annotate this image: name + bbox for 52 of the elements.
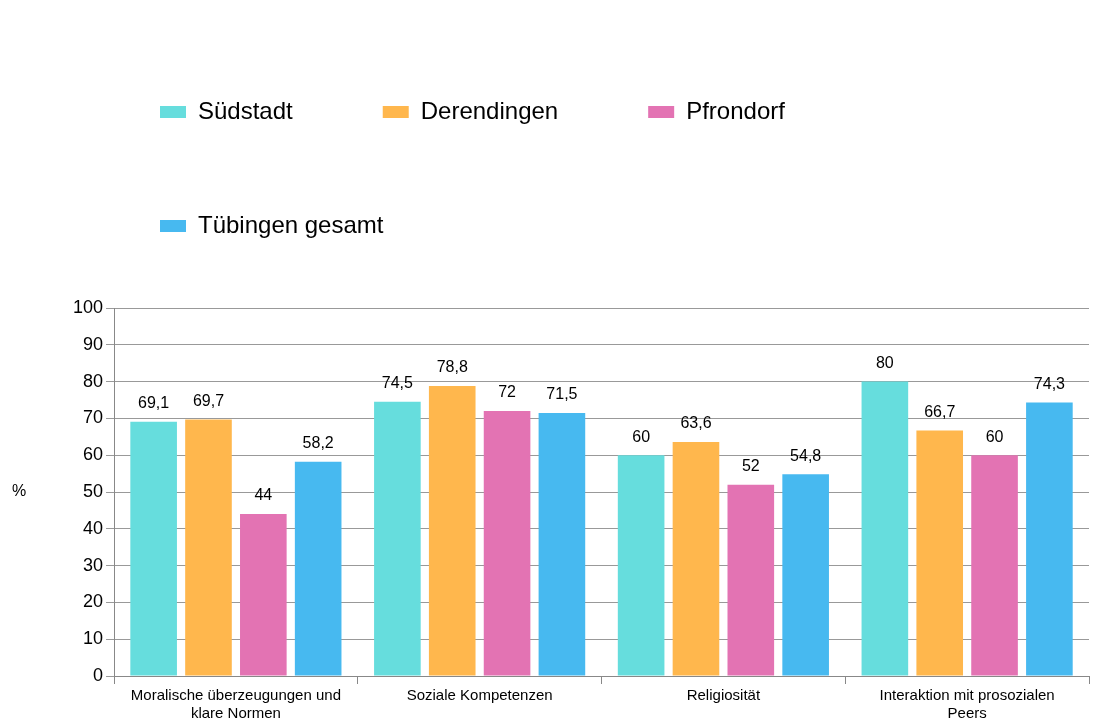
data-label: 44 [254,486,273,504]
y-tick-label: 80 [83,370,104,391]
y-tick-label: 0 [93,664,104,685]
bar [428,386,476,676]
bar [782,474,829,676]
bar [617,455,665,676]
bar [185,419,232,676]
y-tick-label: 70 [83,407,104,428]
legend-label: Tübingen gesamt [198,210,384,238]
legend-label: Südstadt [198,96,294,124]
bar [130,421,177,676]
y-axis-title: % [12,482,27,500]
bar [374,401,421,676]
bar [971,455,1018,676]
y-tick-label: 60 [83,444,104,465]
data-label: 78,8 [436,358,468,376]
legend-label: Derendingen [420,96,559,124]
y-tick-label: 100 [72,296,104,317]
data-label: 80 [875,354,894,372]
y-tick-label: 20 [83,591,104,612]
data-label: 72 [498,383,517,401]
x-tick-label: Religiosität [686,686,761,704]
bar [672,441,720,676]
data-label: 74,5 [381,374,414,392]
x-tick-label: Soziale Kompetenzen [406,686,553,704]
y-tick-label: 90 [83,333,104,354]
data-label: 69,7 [192,391,225,409]
bar [727,484,775,676]
bar [538,412,586,676]
y-tick-label: 40 [83,517,104,538]
y-tick-label: 30 [83,554,104,575]
y-tick-label: 10 [83,628,104,649]
data-label: 58,2 [302,434,334,452]
bar [916,430,964,676]
bar [1026,402,1073,676]
data-label: 60 [632,427,651,445]
data-label: 63,6 [680,414,712,432]
x-tick-label: Interaktion mit prosozialen Peers [879,686,1055,722]
legend-label: Pfrondorf [686,96,786,124]
data-label: 60 [985,427,1004,445]
data-label: 71,5 [546,385,578,403]
data-label: 69,1 [138,394,170,412]
x-tick-label: Moralische überzeugungen und klare Normen [130,686,341,722]
data-label: 74,3 [1033,374,1066,392]
data-label: 52 [741,457,760,475]
data-label: 54,8 [790,446,822,464]
bar [240,514,287,676]
bar [483,411,531,676]
bar [294,461,342,676]
bar [861,381,909,676]
y-tick-label: 50 [83,480,104,501]
data-label: 66,7 [924,402,956,420]
